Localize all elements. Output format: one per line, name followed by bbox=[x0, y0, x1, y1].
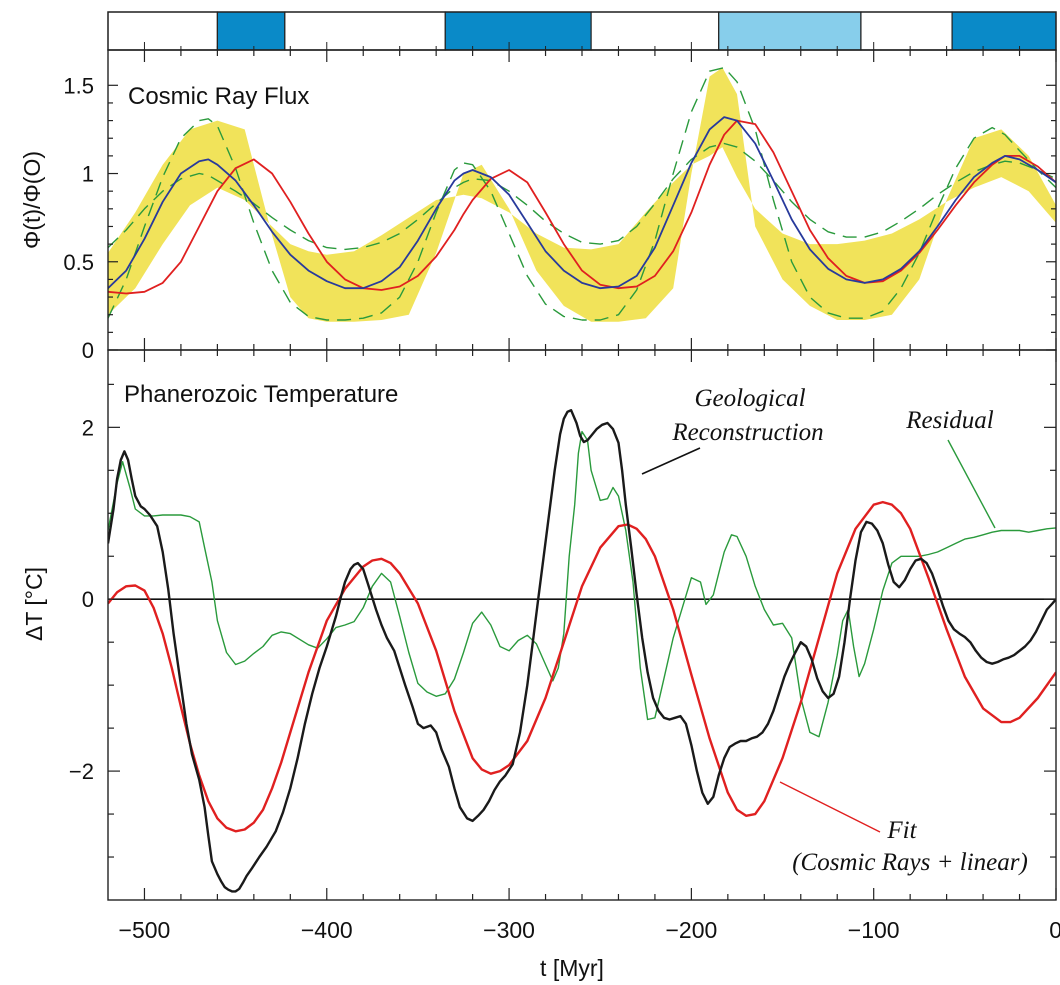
fit-annotation: (Cosmic Rays + linear) bbox=[792, 849, 1028, 876]
top-ytick-label: 1.5 bbox=[63, 73, 94, 98]
reconstruction-annotation: Geological bbox=[694, 385, 805, 412]
reconstruction-pointer bbox=[641, 447, 701, 475]
band-segment-6 bbox=[860, 11, 953, 51]
band-segment-0 bbox=[107, 11, 218, 51]
flux-dashed-line-3 bbox=[108, 66, 1056, 321]
band-segment-1 bbox=[216, 11, 286, 51]
top-ylabel: Φ(t)/Φ(O) bbox=[19, 151, 45, 249]
top-ytick-label: 0.5 bbox=[63, 250, 94, 275]
fit-line bbox=[108, 500, 1056, 833]
band-segment-7 bbox=[951, 11, 1057, 51]
flux-dashed-line-2 bbox=[108, 142, 1056, 251]
bottom-ytick-label: −2 bbox=[69, 759, 94, 784]
x-tick-label: −500 bbox=[119, 917, 171, 943]
residual-line bbox=[108, 430, 1056, 738]
residual-pointer bbox=[947, 439, 996, 529]
x-tick-label: −300 bbox=[483, 917, 535, 943]
top-ytick-label: 0 bbox=[82, 338, 94, 363]
cosmic-ray-panel: 0 0.5 1 1.5 Cosmic Ray Flux Φ(t)/Φ(O) bbox=[19, 42, 1057, 363]
flux-line-1 bbox=[108, 119, 1056, 295]
bottom-ytick-label: 0 bbox=[82, 587, 94, 612]
bottom-ytick-label: 2 bbox=[82, 415, 94, 440]
temperature-panel: −2 0 2 −500 −400 −300 −200 −100 0 Geological Reco… bbox=[21, 349, 1060, 981]
bottom-panel-title: Phanerozoic Temperature bbox=[124, 381, 398, 408]
band-segment-4 bbox=[590, 11, 720, 51]
x-tick-label: −400 bbox=[301, 917, 353, 943]
band-segment-2 bbox=[284, 11, 446, 51]
bottom-ylabel: ΔT [°C] bbox=[21, 567, 47, 641]
band-segment-3 bbox=[444, 11, 592, 51]
flux-line-0 bbox=[108, 116, 1056, 290]
climate-mode-band bbox=[107, 11, 1057, 51]
top-ytick-label: 1 bbox=[82, 162, 94, 187]
fit-annotation: Fit bbox=[886, 817, 917, 844]
top-panel-title: Cosmic Ray Flux bbox=[128, 83, 309, 110]
band-segment-5 bbox=[718, 11, 862, 51]
residual-annotation: Residual bbox=[905, 407, 994, 434]
reconstruction-line bbox=[108, 409, 1056, 893]
x-tick-label: 0 bbox=[1049, 917, 1060, 943]
x-tick-label: −200 bbox=[665, 917, 717, 943]
reconstruction-annotation: Reconstruction bbox=[671, 419, 823, 446]
x-axis-label: t [Myr] bbox=[540, 955, 604, 981]
x-tick-label: −100 bbox=[848, 917, 900, 943]
fit-pointer bbox=[779, 781, 881, 833]
